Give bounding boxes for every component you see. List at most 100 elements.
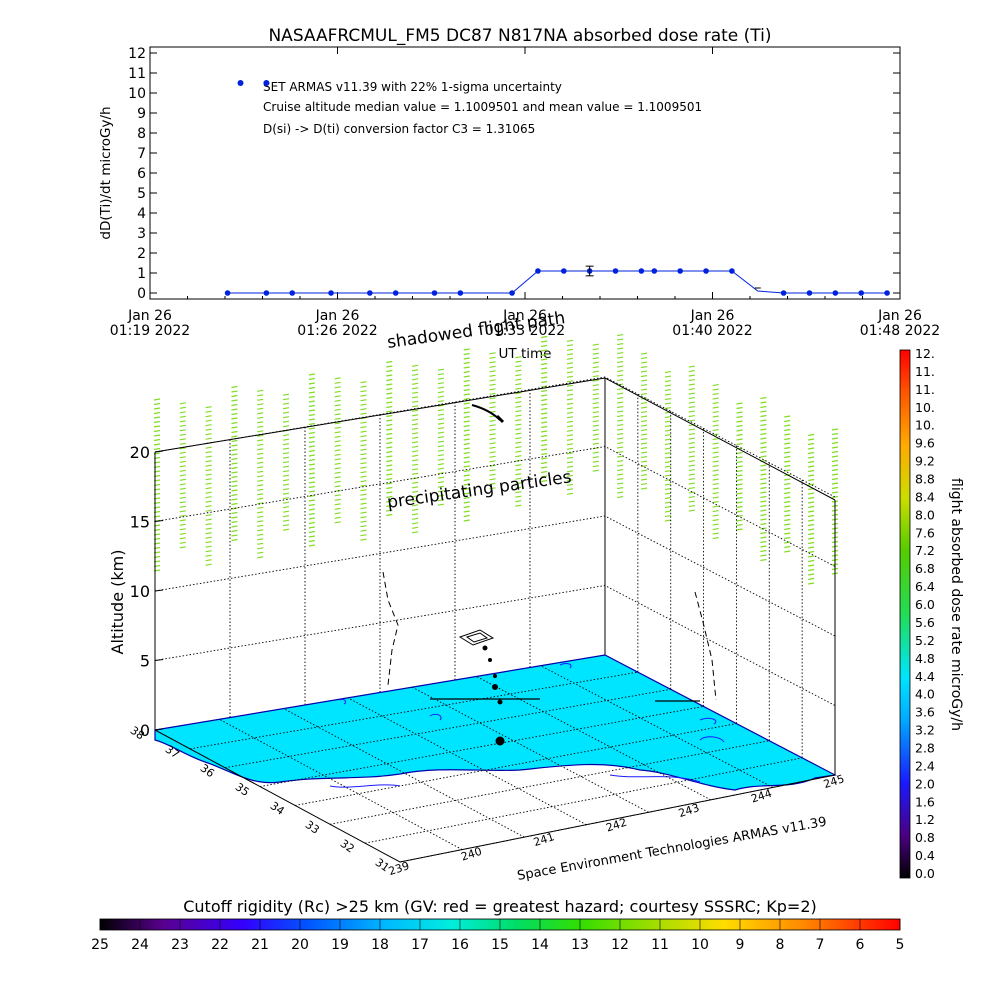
precipitation-dash <box>515 468 522 471</box>
precipitation-dash <box>808 438 815 441</box>
precipitation-dash <box>592 352 599 355</box>
precipitation-dash <box>760 549 767 553</box>
precipitation-dash <box>334 453 341 456</box>
y-tick-label: 4 <box>137 206 146 222</box>
precipitation-dash <box>437 368 445 371</box>
precipitation-dash <box>515 419 522 422</box>
precipitation-dash <box>515 473 522 476</box>
precipitation-dash <box>412 531 419 534</box>
precipitation-dash <box>463 514 470 518</box>
precipitation-dash <box>831 450 839 454</box>
precipitation-dash <box>808 582 815 585</box>
precipitation-dash <box>231 412 238 416</box>
altitude-tick <box>154 589 164 592</box>
precipitation-dash <box>566 375 574 378</box>
precipitation-dash <box>463 474 470 477</box>
precipitation-dash <box>760 401 767 404</box>
precipitation-dash <box>386 486 393 490</box>
precipitation-dash <box>412 396 419 399</box>
precipitation-dash <box>617 473 624 476</box>
precipitation-dash <box>257 389 264 392</box>
precipitation-dash <box>808 456 815 459</box>
precipitation-dash <box>541 362 548 366</box>
latitude-tick-label: 32 <box>338 837 357 856</box>
precipitation-dash <box>489 388 496 391</box>
precipitation-dash <box>231 448 238 452</box>
rigidity-tick-label: 20 <box>291 937 309 953</box>
altitude-gridline <box>154 446 836 567</box>
precipitation-dash <box>437 391 445 394</box>
precipitation-dash <box>205 433 212 436</box>
precipitation-dash <box>489 383 496 386</box>
precipitation-dash <box>640 473 648 477</box>
precipitation-dash <box>412 382 419 385</box>
precipitation-dash <box>617 423 624 427</box>
precipitation-dash <box>712 446 719 450</box>
precipitation-dash <box>640 415 648 418</box>
precipitation-dash <box>231 525 238 528</box>
precipitation-dash <box>515 441 522 444</box>
precipitation-dash <box>231 403 238 407</box>
precipitation-dash <box>360 453 367 456</box>
precipitation-dash <box>179 406 186 409</box>
precipitation-dash <box>308 481 315 484</box>
dose-tick-label: 6.8 <box>915 561 935 576</box>
precipitation-dash <box>437 494 445 497</box>
precipitation-dash <box>541 389 548 393</box>
precipitation-dash <box>334 417 341 420</box>
rigidity-tick-label: 21 <box>251 937 269 953</box>
precipitation-dash <box>640 424 648 427</box>
precipitation-dash <box>617 351 624 355</box>
precipitation-dash <box>808 474 815 477</box>
precipitation-dash <box>334 377 341 380</box>
precipitation-dash <box>489 442 496 445</box>
precipitation-dash <box>257 524 264 527</box>
precipitation-dash <box>566 416 574 419</box>
precipitation-dash <box>831 459 839 463</box>
precipitation-dash <box>205 500 212 503</box>
precipitation-dash <box>463 357 470 360</box>
precipitation-dash <box>640 388 648 391</box>
precipitation-dash <box>831 477 839 481</box>
y-tick-label: 7 <box>137 146 146 162</box>
precipitation-dash <box>592 375 599 378</box>
precipitation-dash <box>334 395 341 398</box>
precipitation-dash <box>566 348 574 351</box>
precipitation-dash <box>617 365 624 368</box>
flight-path <box>382 404 717 746</box>
precipitation-dash <box>688 414 695 418</box>
precipitation-dash <box>179 465 186 468</box>
precipitation-dash <box>231 453 238 456</box>
precipitation-dash <box>308 521 315 525</box>
precipitation-dash <box>617 446 624 449</box>
precipitation-dash <box>308 373 315 376</box>
floor-latitude-gridline <box>329 740 770 825</box>
precipitation-dash <box>437 445 445 448</box>
precipitation-dash <box>334 449 341 452</box>
precipitation-dash <box>688 378 695 382</box>
precipitation-dash <box>360 385 367 388</box>
precipitation-dash <box>308 422 315 426</box>
precipitation-dash <box>153 434 161 437</box>
precipitation-dash <box>760 428 767 431</box>
precipitation-dash <box>437 409 445 412</box>
surface-contours <box>329 663 725 788</box>
precipitation-dash <box>308 517 315 520</box>
precipitation-dash <box>205 428 212 431</box>
dose-point <box>832 290 839 296</box>
rigidity-colorbar-title: Cutoff rigidity (Rc) >25 km (GV: red = g… <box>183 897 817 916</box>
precipitation-dash <box>231 511 238 515</box>
precipitation-dash <box>712 469 719 472</box>
precipitation-dash <box>205 410 212 413</box>
precipitation-dash <box>308 463 315 466</box>
precipitation-dash <box>386 482 393 485</box>
longitude-tick-label: 239 <box>387 859 411 878</box>
precipitation-dash <box>231 498 238 501</box>
precipitation-dash <box>257 533 264 536</box>
x-tick-time: 01:26 2022 <box>297 323 377 339</box>
precipitation-dash <box>205 487 212 490</box>
dose-tick-label: 1.2 <box>915 812 935 827</box>
precipitation-dash <box>688 486 695 490</box>
precipitation-dash <box>784 527 791 531</box>
precipitation-dash <box>360 430 367 433</box>
